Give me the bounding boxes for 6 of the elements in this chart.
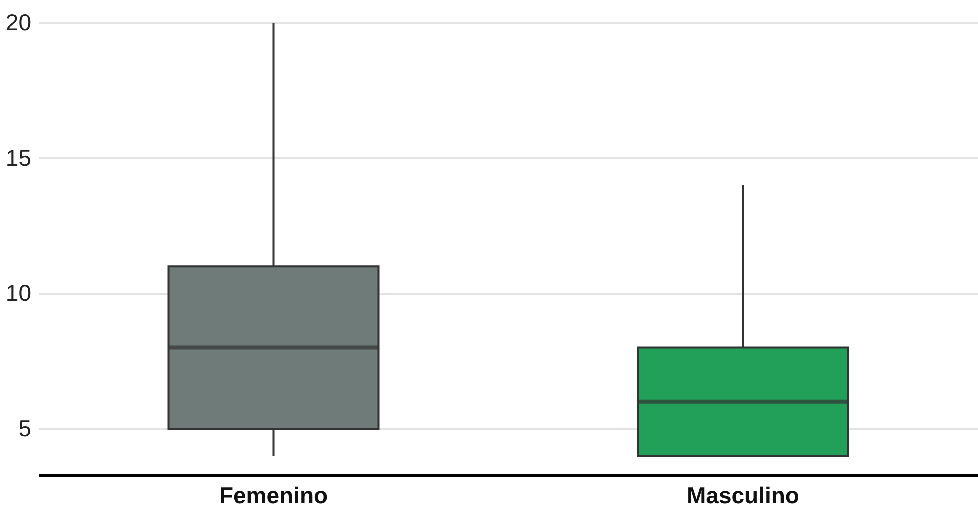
y-tick-label: 20 xyxy=(6,10,32,36)
y-tick-label: 15 xyxy=(6,144,32,171)
x-tick-label: Masculino xyxy=(687,482,800,508)
y-tick-label: 10 xyxy=(6,280,32,306)
y-tick-label: 5 xyxy=(18,415,32,442)
x-tick-label: Femenino xyxy=(219,482,328,508)
